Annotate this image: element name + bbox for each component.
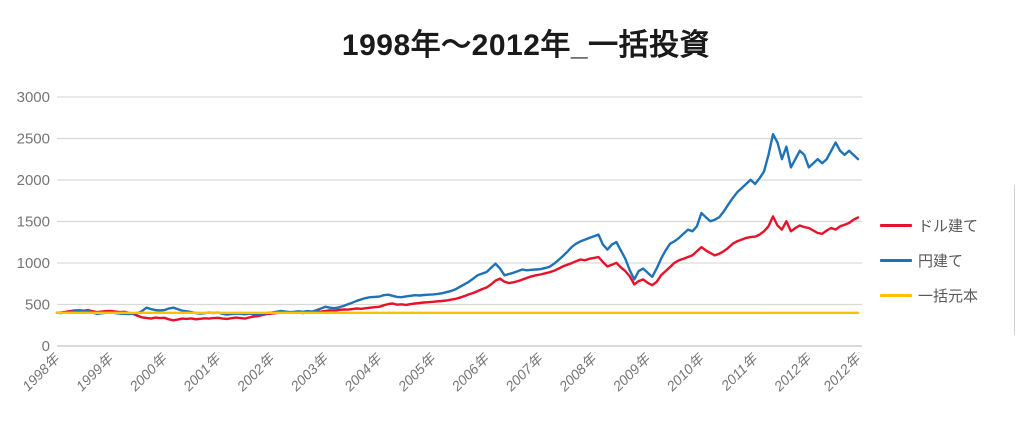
x-tick-label: 2012年 <box>770 349 815 394</box>
x-tick-label: 1998年 <box>19 349 64 394</box>
y-tick-label: 3000 <box>17 89 50 106</box>
x-tick-label: 2011年 <box>717 349 762 394</box>
x-tick-label: 2008年 <box>555 349 600 394</box>
x-tick-label: 2003年 <box>287 349 332 394</box>
y-tick-label: 2500 <box>17 131 50 148</box>
legend-label-yen: 円建て <box>918 253 964 270</box>
legend-item-dollar[interactable]: ドル建て <box>880 208 1015 243</box>
chart-legend: ドル建て 円建て 一括元本 <box>880 208 1015 313</box>
legend-swatch-dollar <box>880 224 912 227</box>
legend-label-principal: 一括元本 <box>918 288 979 305</box>
x-tick-label: 2009年 <box>609 349 654 394</box>
y-tick-label: 1500 <box>17 214 50 231</box>
x-tick-label: 2006年 <box>448 349 493 394</box>
x-tick-label: 2007年 <box>501 349 546 394</box>
legend-item-principal[interactable]: 一括元本 <box>880 278 1015 313</box>
legend-item-yen[interactable]: 円建て <box>880 243 1015 278</box>
y-tick-label: 0 <box>42 338 50 355</box>
x-tick-label: 2004年 <box>340 349 385 394</box>
series-line-yen[interactable] <box>55 132 860 316</box>
y-tick-label: 2000 <box>17 172 50 189</box>
x-tick-label: 2002年 <box>233 349 278 394</box>
chart-title[interactable]: 1998年～2012年_一括投資 <box>341 29 711 62</box>
y-tick-label: 1000 <box>17 255 50 272</box>
window-edge-line <box>1014 185 1015 335</box>
x-tick-label: 2000年 <box>126 349 171 394</box>
legend-label-dollar: ドル建て <box>918 218 979 235</box>
x-tick-label: 1999年 <box>73 349 118 394</box>
y-tick-label: 500 <box>25 297 50 314</box>
x-tick-label: 2005年 <box>394 349 439 394</box>
x-tick-label: 2010年 <box>663 349 708 394</box>
x-tick-label: 2012年 <box>819 349 864 394</box>
series-line-dollar[interactable] <box>55 215 860 322</box>
legend-swatch-yen <box>880 259 912 262</box>
legend-swatch-principal <box>880 294 912 297</box>
x-tick-label: 2001年 <box>179 349 224 394</box>
